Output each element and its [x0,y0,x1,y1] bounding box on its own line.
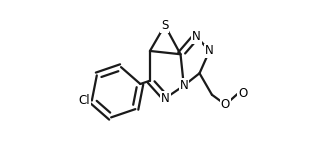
Text: Cl: Cl [78,94,90,107]
Text: N: N [192,30,201,43]
Text: N: N [205,45,214,57]
Text: N: N [161,92,170,104]
Text: O: O [221,98,230,111]
Text: O: O [238,87,248,100]
Text: N: N [179,79,188,92]
Text: S: S [161,19,169,32]
